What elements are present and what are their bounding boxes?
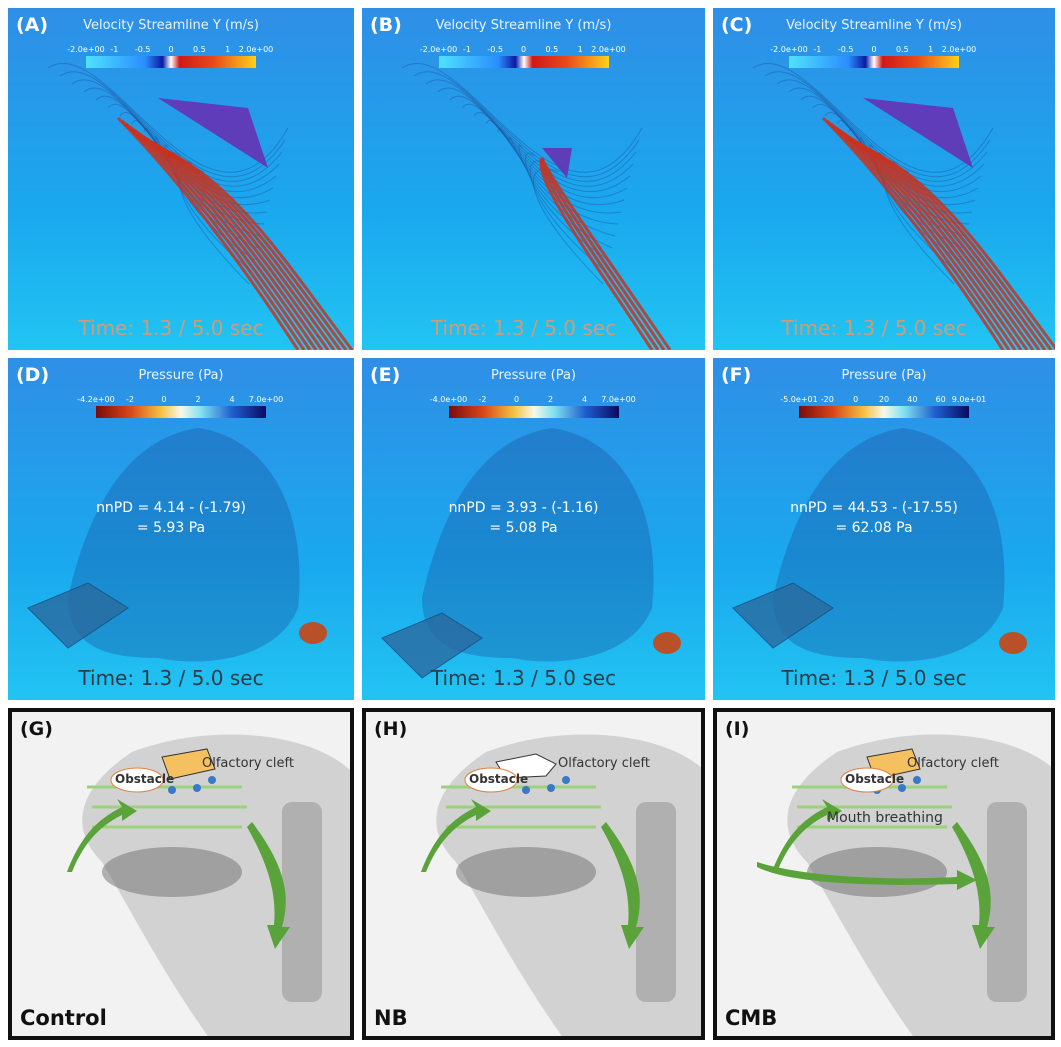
obstacle-label: Obstacle — [115, 772, 174, 786]
annotation: = 5.93 Pa — [137, 520, 205, 536]
colorbar-tick: 2 — [195, 395, 200, 404]
figure: (() => { const data = JSON.parse(documen… — [0, 0, 1061, 1047]
colorbar-tick: 9.0e+01 — [952, 395, 987, 404]
colorbar-tick: 0 — [168, 45, 173, 54]
panel-label: (B) — [370, 14, 402, 36]
colorbar-tick: -2.0e+00 — [67, 45, 104, 54]
illustration — [12, 712, 354, 1040]
colorbar-tick: -0.5 — [487, 45, 503, 54]
colorbar-tick: -0.5 — [135, 45, 151, 54]
obstacle-label: Obstacle — [469, 772, 528, 786]
annotation: nnPD = 4.14 - (-1.79) — [96, 500, 246, 516]
time-label: Time: 1.3 / 5.0 sec — [781, 666, 966, 690]
colorbar-tick: 60 — [936, 395, 946, 404]
colorbar-tick: 40 — [907, 395, 917, 404]
colorbar-tick: -1 — [463, 45, 471, 54]
panel: (D) Pressure (Pa) -4.2e+00 -2 0 2 4 7.0e+00 nnPD… — [8, 358, 354, 700]
colorbar — [449, 406, 619, 418]
time-label: Time: 1.3 / 5.0 sec — [78, 316, 263, 340]
colorbar-title: Pressure (Pa) — [491, 368, 576, 383]
colorbar-tick: 1 — [578, 45, 583, 54]
panel-label: (I) — [725, 718, 749, 740]
time-label: Time: 1.3 / 5.0 sec — [781, 316, 966, 340]
caption: CMB — [725, 1006, 777, 1030]
panel: (C) Velocity Streamline Y (m/s) -2.0e+00 -1… — [713, 8, 1055, 350]
colorbar-title: Pressure (Pa) — [841, 368, 926, 383]
region-label: Olfactory cleft — [202, 756, 294, 771]
panel-label: (G) — [20, 718, 53, 740]
panel: (A) Velocity Streamline Y (m/s) -2.0e+00 -1… — [8, 8, 354, 350]
panel: (H) Olfactory cleft Obstacle NB — [362, 708, 705, 1040]
time-label: Time: 1.3 / 5.0 sec — [431, 666, 616, 690]
colorbar-tick: 20 — [879, 395, 889, 404]
annotation: = 5.08 Pa — [489, 520, 557, 536]
colorbar-tick: -2.0e+00 — [770, 45, 807, 54]
colorbar-tick: 0.5 — [896, 45, 909, 54]
colorbar-tick: 2 — [548, 395, 553, 404]
colorbar-tick: -0.5 — [838, 45, 854, 54]
colorbar — [799, 406, 969, 418]
colorbar-tick: -2 — [126, 395, 134, 404]
colorbar-title: Velocity Streamline Y (m/s) — [436, 18, 612, 33]
colorbar-tick: -1 — [813, 45, 821, 54]
colorbar-tick: 2.0e+00 — [942, 45, 977, 54]
colorbar-tick: 7.0e+00 — [249, 395, 284, 404]
annotation: = 62.08 Pa — [835, 520, 912, 536]
caption: NB — [374, 1006, 408, 1030]
region-label: Olfactory cleft — [558, 756, 650, 771]
colorbar-tick: -2 — [479, 395, 487, 404]
panel-label: (F) — [721, 364, 751, 386]
colorbar-tick: 0.5 — [193, 45, 206, 54]
colorbar-title: Velocity Streamline Y (m/s) — [786, 18, 962, 33]
panel-label: (A) — [16, 14, 48, 36]
colorbar-tick: -4.2e+00 — [77, 395, 114, 404]
colorbar-tick: 2.0e+00 — [591, 45, 626, 54]
colorbar-tick: -4.0e+00 — [430, 395, 467, 404]
colorbar-tick: 2.0e+00 — [239, 45, 274, 54]
panel-label: (C) — [721, 14, 752, 36]
time-label: Time: 1.3 / 5.0 sec — [431, 316, 616, 340]
colorbar-tick: 4 — [229, 395, 234, 404]
region-label: Olfactory cleft — [907, 756, 999, 771]
colorbar-tick: 1 — [928, 45, 933, 54]
panel: (F) Pressure (Pa) -5.0e+01 -20 0 20 40 60 9.0e+0… — [713, 358, 1055, 700]
panel: (E) Pressure (Pa) -4.0e+00 -2 0 2 4 7.0e+00 nnPD… — [362, 358, 705, 700]
colorbar-tick: -20 — [821, 395, 834, 404]
panel: (B) Velocity Streamline Y (m/s) -2.0e+00 -1… — [362, 8, 705, 350]
colorbar-tick: 0 — [161, 395, 166, 404]
colorbar-tick: 0 — [853, 395, 858, 404]
panel-label: (H) — [374, 718, 407, 740]
colorbar-tick: 0 — [521, 45, 526, 54]
mouth-label: Mouth breathing — [827, 810, 943, 826]
panel: (G) Olfactory cleft Obstacle Control — [8, 708, 354, 1040]
annotation: nnPD = 3.93 - (-1.16) — [449, 500, 599, 516]
colorbar-tick: 0 — [871, 45, 876, 54]
colorbar-tick: 0.5 — [545, 45, 558, 54]
colorbar-tick: 7.0e+00 — [601, 395, 636, 404]
panel-label: (E) — [370, 364, 400, 386]
colorbar-tick: -5.0e+01 — [780, 395, 817, 404]
caption: Control — [20, 1006, 107, 1030]
colorbar-title: Velocity Streamline Y (m/s) — [83, 18, 259, 33]
colorbar-tick: -2.0e+00 — [420, 45, 457, 54]
time-label: Time: 1.3 / 5.0 sec — [78, 666, 263, 690]
colorbar — [96, 406, 266, 418]
annotation: nnPD = 44.53 - (-17.55) — [790, 500, 958, 516]
colorbar-tick: 0 — [514, 395, 519, 404]
illustration — [366, 712, 705, 1040]
colorbar — [789, 56, 959, 68]
colorbar-tick: -1 — [110, 45, 118, 54]
panel-label: (D) — [16, 364, 49, 386]
colorbar-tick: 1 — [225, 45, 230, 54]
obstacle-label: Obstacle — [845, 772, 904, 786]
colorbar-title: Pressure (Pa) — [138, 368, 223, 383]
colorbar — [86, 56, 256, 68]
illustration — [717, 712, 1055, 1040]
colorbar — [439, 56, 609, 68]
colorbar-tick: 4 — [582, 395, 587, 404]
